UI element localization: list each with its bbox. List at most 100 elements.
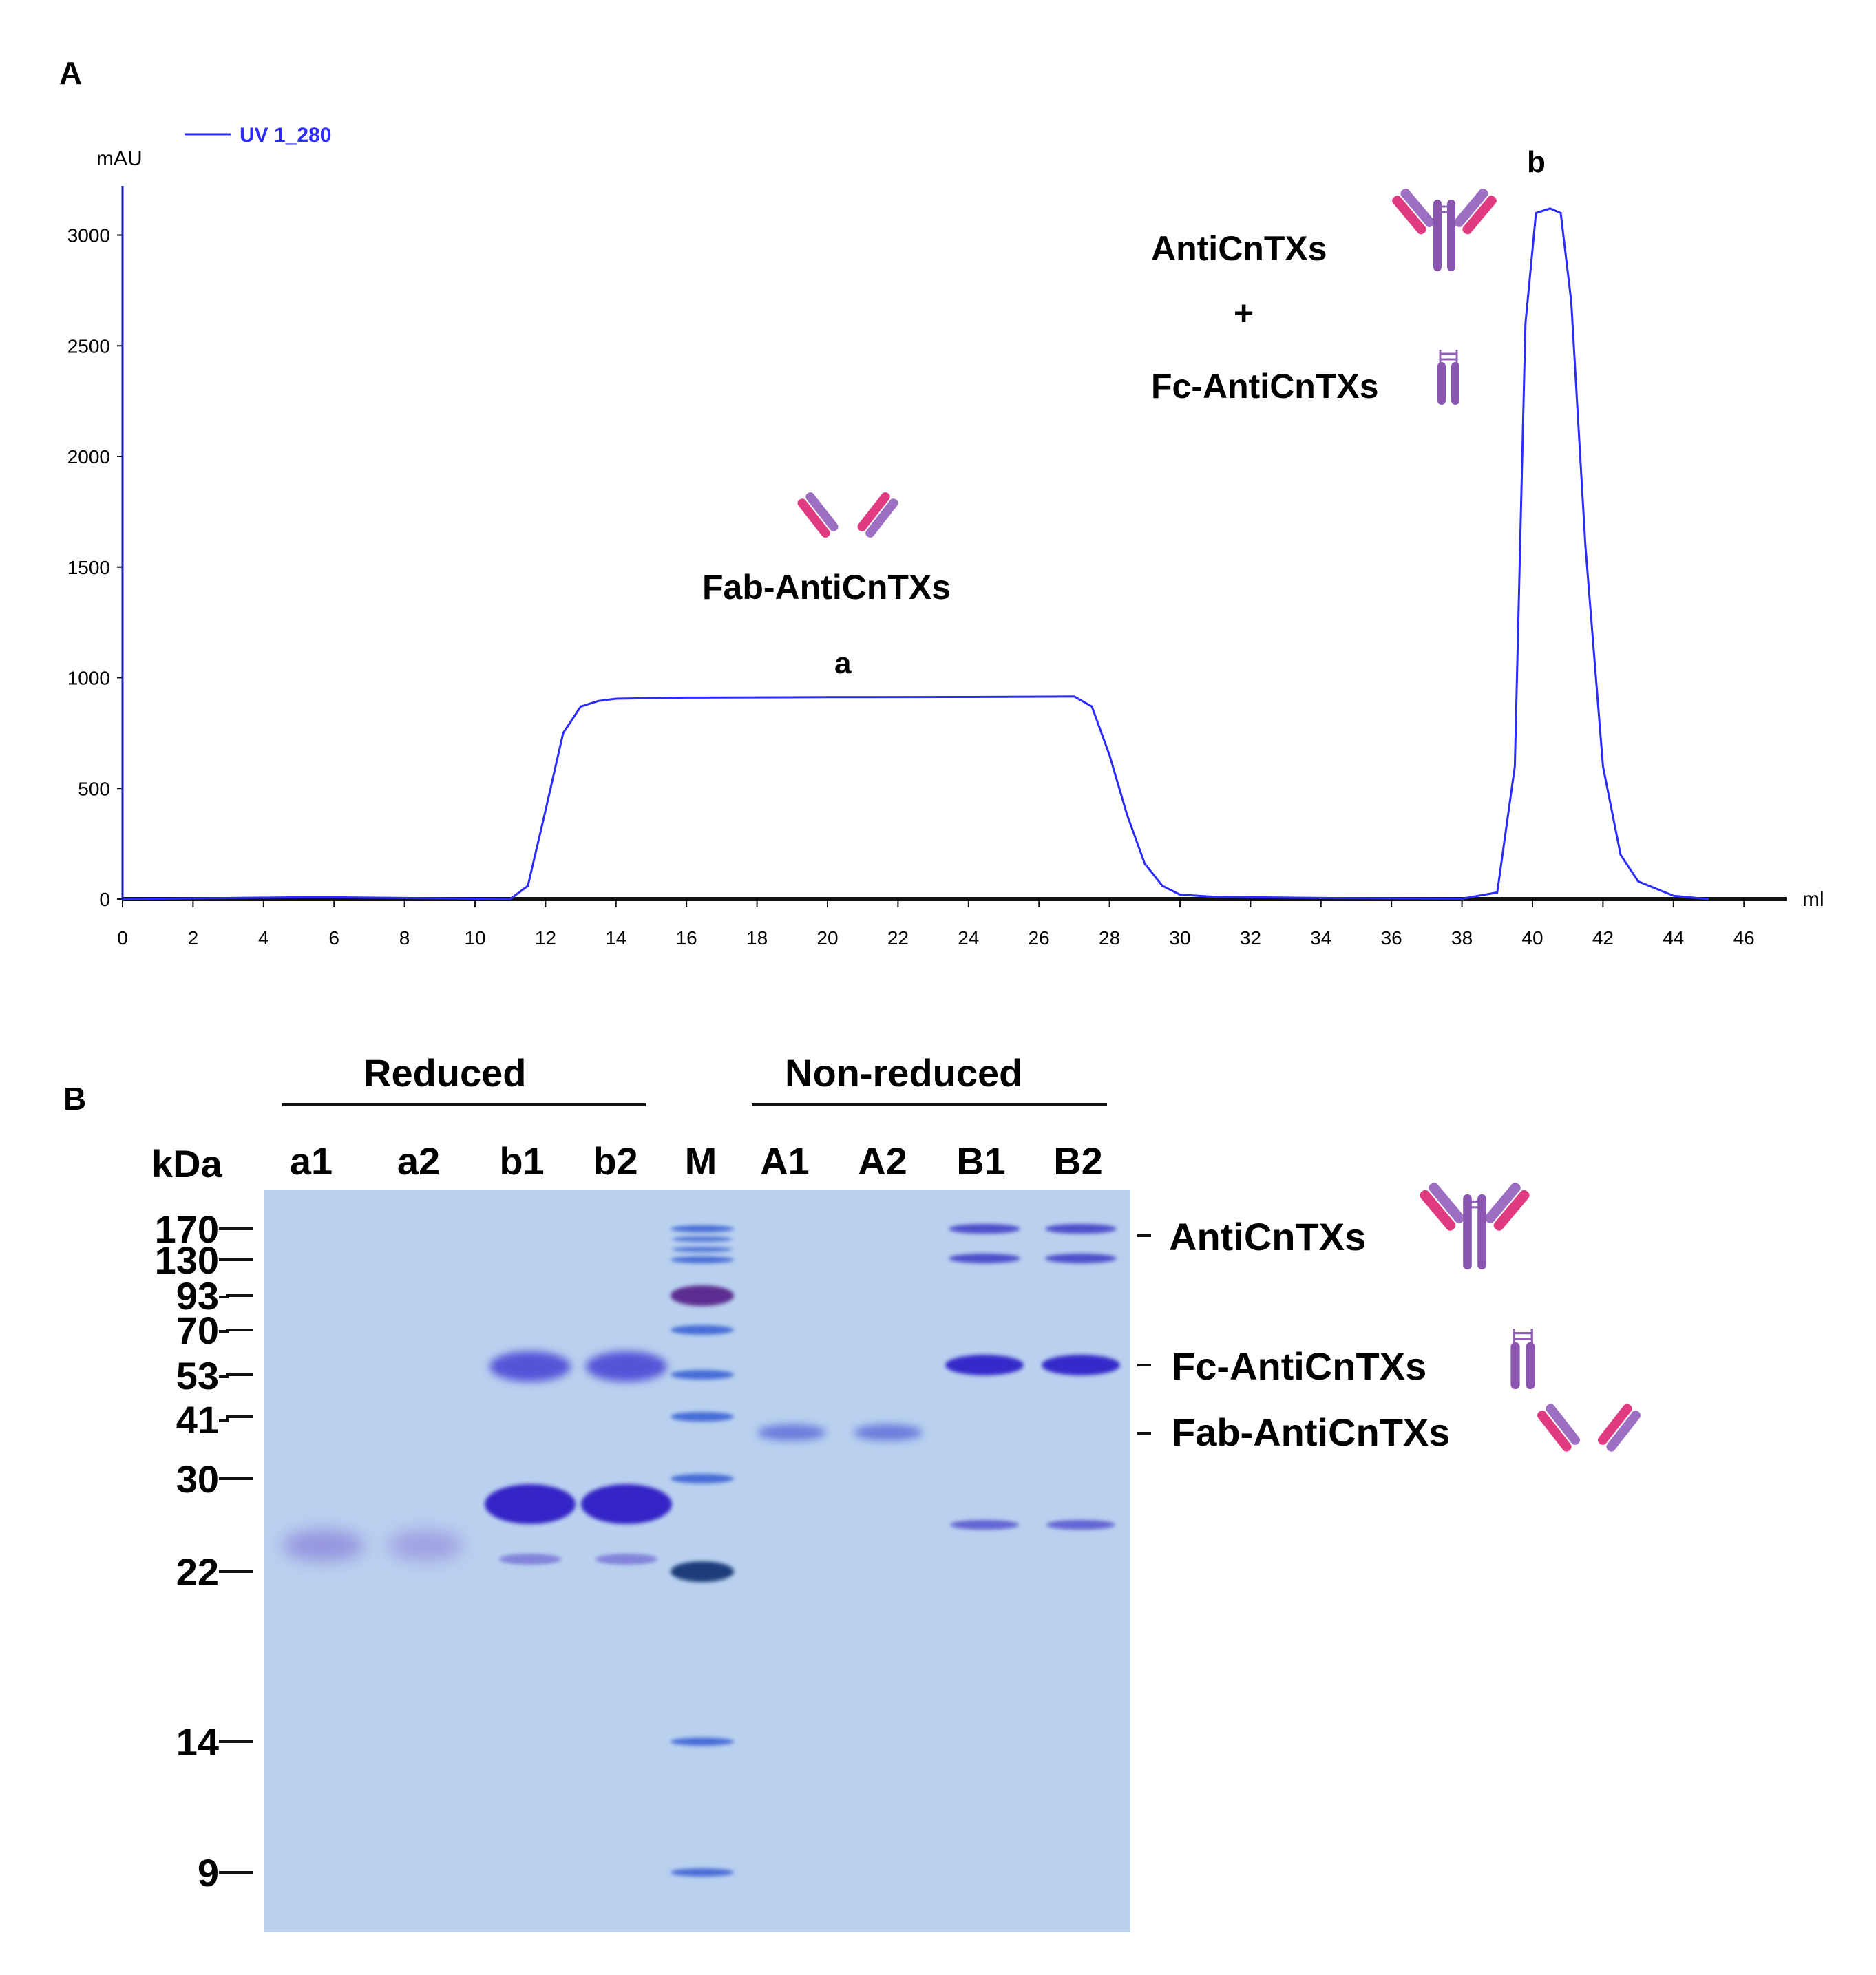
x-tick-label: 32	[1240, 927, 1261, 949]
y-tick-label: 2000	[67, 446, 110, 467]
fc-antibody-label: Fc-AntiCnTXs	[1151, 367, 1379, 405]
fab-fragment-icon	[796, 490, 840, 540]
x-tick-label: 44	[1663, 927, 1684, 949]
gel-band	[581, 1484, 672, 1524]
gel-band	[671, 1325, 734, 1335]
x-axis-ticks: 0 2 4 6 8 10 12 14 16 18 20 22 24 26 28 30 32 34 36 38 40 42 4…	[117, 899, 1755, 949]
marker-kda-label: 130	[155, 1238, 219, 1282]
marker-kda-label: 170	[155, 1207, 219, 1251]
gel-band	[671, 1868, 734, 1877]
lane-label: a2	[397, 1139, 440, 1183]
gel-band	[499, 1554, 561, 1565]
marker-kda-label: 41	[176, 1398, 219, 1441]
fc-fragment-icon	[1509, 1327, 1537, 1391]
antibody-label: AntiCnTXs	[1151, 229, 1327, 268]
x-tick-label: 12	[535, 927, 556, 949]
fab-fragment-icon	[1596, 1402, 1643, 1454]
x-tick-label: 42	[1592, 927, 1614, 949]
gel-band	[485, 1484, 576, 1524]
x-tick-label: 30	[1169, 927, 1190, 949]
marker-kda-label: 93	[176, 1274, 219, 1318]
fc-fragment-icon	[1436, 348, 1461, 406]
x-tick-label: 26	[1029, 927, 1050, 949]
x-axis-label: ml	[1802, 888, 1824, 911]
x-tick-label: 6	[328, 927, 339, 949]
y-axis-label: mAU	[96, 147, 143, 170]
marker-kda-label: 53	[176, 1354, 219, 1397]
peak-b-label: b	[1527, 145, 1546, 179]
gel-band	[672, 1247, 733, 1252]
kda-label: kDa	[151, 1142, 223, 1185]
gel-band	[671, 1738, 734, 1746]
group-reduced-label: Reduced	[363, 1051, 527, 1095]
y-tick-label: 1000	[67, 668, 110, 689]
peak-a-label: a	[834, 646, 852, 680]
gel-band	[671, 1474, 734, 1483]
gel-bands	[282, 1224, 1120, 1877]
gel-band	[949, 1254, 1020, 1263]
y-tick-label: 1500	[67, 557, 110, 578]
gel-band	[671, 1561, 734, 1582]
x-tick-label: 4	[258, 927, 269, 949]
y-tick-label: 3000	[67, 225, 110, 246]
x-tick-label: 22	[887, 927, 909, 949]
marker-tick	[219, 1415, 253, 1422]
marker-kda-label: 22	[176, 1550, 219, 1594]
gel-band	[671, 1256, 734, 1263]
fab-antibody-label: Fab-AntiCnTXs	[702, 568, 951, 606]
marker-kda-label: 30	[176, 1457, 219, 1501]
gel-band	[388, 1530, 463, 1561]
gel-band	[1046, 1520, 1115, 1530]
fab-fragment-icon	[856, 490, 900, 540]
lane-label: b2	[593, 1139, 637, 1183]
group-nonreduced-label: Non-reduced	[785, 1051, 1022, 1095]
fc-band-label: Fc-AntiCnTXs	[1172, 1344, 1426, 1388]
x-tick-label: 18	[746, 927, 768, 949]
y-tick-label: 500	[78, 778, 110, 799]
x-tick-label: 2	[188, 927, 199, 949]
plus-sign: +	[1234, 294, 1254, 332]
gel-band	[586, 1351, 667, 1382]
gel-band	[945, 1355, 1024, 1375]
x-tick-label: 28	[1099, 927, 1120, 949]
x-tick-label: 0	[117, 927, 128, 949]
x-tick-label: 34	[1310, 927, 1331, 949]
antibody-full-icon	[1417, 1179, 1532, 1271]
gel-band	[757, 1424, 826, 1441]
panel-b-letter: B	[63, 1081, 86, 1117]
x-tick-label: 16	[676, 927, 697, 949]
fab-fragment-icon	[1535, 1402, 1582, 1454]
gel-band	[950, 1520, 1019, 1530]
gel-band	[1045, 1254, 1117, 1263]
fab-band-label: Fab-AntiCnTXs	[1172, 1411, 1450, 1454]
x-tick-label: 24	[958, 927, 979, 949]
marker-tick	[219, 1329, 253, 1333]
gel-background	[264, 1190, 1130, 1932]
x-tick-label: 46	[1733, 927, 1755, 949]
y-tick-label: 2500	[67, 335, 110, 357]
x-tick-label: 14	[605, 927, 626, 949]
lane-label: A2	[858, 1139, 907, 1183]
lane-label: M	[685, 1139, 717, 1183]
x-tick-label: 8	[399, 927, 410, 949]
lane-label: B2	[1053, 1139, 1103, 1183]
antibody-band-label: AntiCnTXs	[1169, 1215, 1366, 1258]
gel-band	[854, 1424, 923, 1441]
lane-label: A1	[760, 1139, 810, 1183]
x-tick-label: 20	[816, 927, 838, 949]
gel-band	[596, 1554, 657, 1565]
series-line-uv-280	[122, 207, 1709, 900]
gel-band	[1042, 1355, 1120, 1375]
gel-band	[489, 1351, 571, 1382]
band-identity-labels: AntiCnTXs Fc-AntiCnTXs Fab-AntiCnTXs	[1137, 1179, 1643, 1454]
peak-b-annotation: b AntiCnTXs + Fc-AntiCnTXs	[1151, 145, 1546, 406]
gel-band	[672, 1236, 733, 1242]
gel-band	[949, 1224, 1020, 1234]
lane-label: B1	[956, 1139, 1006, 1183]
x-tick-label: 40	[1521, 927, 1543, 949]
lane-labels: a1 a2 b1 b2 M A1 A2 B1 B2	[290, 1139, 1103, 1183]
x-tick-label: 36	[1381, 927, 1402, 949]
marker-kda-label: 70	[176, 1309, 219, 1352]
